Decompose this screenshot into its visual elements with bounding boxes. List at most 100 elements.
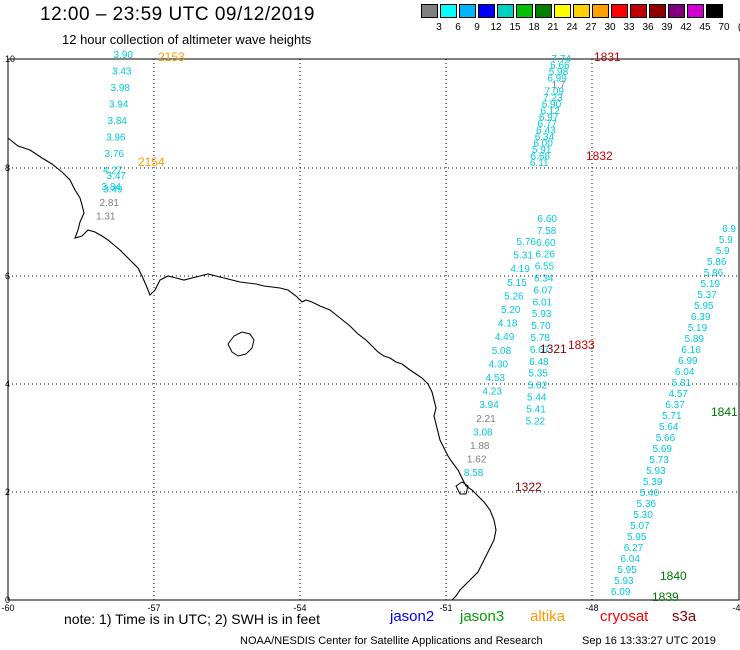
wave-height-value: 5.19 [688,323,708,334]
pass-time-label: 2154 [138,155,165,169]
wave-height-value: 6.34 [535,132,555,143]
wave-height-value: 5.76 [517,237,537,248]
x-tick-label: -45 [732,603,740,613]
wave-height-value: 6.60 [536,238,556,249]
wave-height-value: 3.47 [107,171,127,182]
legend-swatch [478,4,495,18]
wave-height-value: 5.35 [528,369,548,380]
wave-height-value: 6.67 [530,345,550,356]
wave-height-value: 6.43 [536,126,556,137]
y-tick-label: 6 [5,271,10,281]
wave-height-tracks: 3.903.433.983.943.843.963.764.273.842153… [0,0,738,604]
wave-height-value: 5.78 [531,333,551,344]
wave-height-value: 5.91 [532,145,552,156]
wave-height-value: 6.60 [538,214,558,225]
legend-label: 30 [604,22,616,33]
wave-height-value: 5.95 [694,301,714,312]
pass-time-label: 1321 [540,342,567,356]
axis-ticks: -60 -57 -54 -51 -48 -45 0 2 4 6 8 10 [1,54,740,613]
wave-height-value: 5.64 [659,422,679,433]
wave-height-value: 3.96 [106,133,126,144]
x-tick-label: -48 [585,603,598,613]
legend-label: 33 [623,22,635,33]
legend-swatch [516,4,533,18]
wave-height-value: 5.69 [653,444,673,455]
wave-height-value: 1.88 [470,441,490,452]
wave-height-value: 4.53 [486,373,506,384]
legend-swatch [554,4,571,18]
map-frame [7,58,740,601]
wave-height-value: 5.70 [531,321,551,332]
wave-height-value: 6.04 [675,367,695,378]
legend-label: 27 [585,22,597,33]
wave-height-value: 5.39 [643,477,663,488]
legend-label: 70 [718,22,730,33]
wave-height-value: 6.34 [534,274,554,285]
wave-height-value: 5.93 [532,309,552,320]
legend-swatch [592,4,609,18]
wave-height-value: 1.62 [467,455,487,466]
satellite-s3a: s3a [672,608,697,625]
wave-height-value: 5.20 [501,305,521,316]
satellite-cryosat: cryosat [600,608,649,625]
legend-swatch [459,4,476,18]
legend-label: 39 [661,22,673,33]
satellite-altika: altika [530,608,566,625]
legend-label: 36 [642,22,654,33]
legend-swatch [649,4,666,18]
wave-height-value: 4.27 [103,166,123,177]
wave-height-value: 4.49 [495,332,515,343]
wave-height-value: 5.07 [630,521,650,532]
wave-height-value: 5.30 [633,510,653,521]
legend-label: 15 [509,22,521,33]
x-tick-label: -51 [439,603,452,613]
wave-height-value: 5.19 [701,279,721,290]
pass-time-label: 1322 [515,480,542,494]
wave-height-value: 5.31 [513,251,533,262]
legend-label: 9 [474,22,480,33]
y-tick-label: 8 [5,163,10,173]
wave-height-value: 5.22 [526,416,546,427]
wave-height-value: 5.41 [526,404,546,415]
wave-height-value: 5.86 [704,268,724,279]
y-tick-label: 4 [5,379,10,389]
wave-height-value: 6.00 [533,139,553,150]
wave-height-value: 5.37 [697,290,717,301]
wave-height-value: 3.98 [111,83,131,94]
legend-label: 21 [547,22,559,33]
wave-height-value: 5.66 [656,433,676,444]
map-title: 12:00 – 23:59 UTC 09/12/2019 [40,4,315,25]
wave-height-value: 5.26 [504,291,524,302]
wave-height-value: 3.94 [479,400,499,411]
wave-height-value: 6.11 [530,158,549,169]
wave-height-value: 6.39 [691,312,711,323]
wave-height-value: 6.9 [722,224,736,235]
wave-height-value: 5.44 [527,393,547,404]
wave-height-value: 3.76 [105,149,125,160]
wave-height-value: 6.99 [547,74,567,85]
wave-height-value: 5.9 [716,246,730,257]
wave-height-value: 7.23 [543,93,563,104]
wave-height-value: 5.73 [649,455,669,466]
wave-height-value: 5.89 [685,334,705,345]
wave-height-value: 7.09 [545,87,565,98]
wave-height-value: 5.15 [507,278,527,289]
legend-label: 3 [436,22,442,33]
pass-time-label: 1831 [594,50,621,64]
pass-time-label: 1832 [586,149,613,163]
legend-swatch [687,4,704,18]
wave-height-value: 6.26 [535,250,555,261]
x-tick-label: -54 [293,603,306,613]
credit-text: NOAA/NESDIS Center for Satellite Applica… [240,635,543,647]
wave-height-value: 8.58 [464,468,484,479]
island-small [455,481,469,495]
wave-height-value: 5.40 [640,488,660,499]
wave-height-value: 4.19 [510,264,530,275]
legend-unit: (ft) [731,22,740,33]
wave-height-value: 5.93 [614,576,634,587]
wave-height-value: 1.31 [96,212,116,223]
legend-swatch [668,4,685,18]
wave-height-value: 7.58 [537,226,557,237]
wave-height-value: 5.95 [627,532,647,543]
